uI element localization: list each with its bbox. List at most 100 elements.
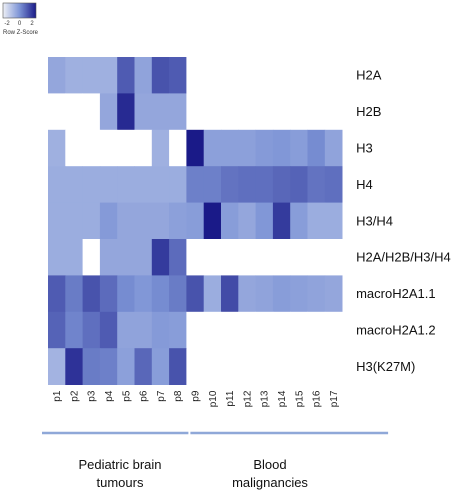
heatmap-cell bbox=[324, 166, 343, 203]
heatmap-cell bbox=[82, 129, 101, 167]
color-key-tick-mid: 0 bbox=[18, 21, 22, 27]
heatmap-cell bbox=[99, 93, 118, 131]
heatmap-cell bbox=[186, 275, 205, 313]
column-label: p2 bbox=[69, 390, 80, 402]
heatmap-cell bbox=[203, 129, 222, 167]
heatmap-cell bbox=[151, 93, 170, 131]
heatmap-cell bbox=[238, 348, 256, 385]
heatmap-cell bbox=[307, 166, 326, 203]
row-labels: H2A H2B H3 H4 H3/H4 H2A/H2B/H3/H4 macroH2A1.1 m… bbox=[356, 68, 451, 374]
heatmap-cell bbox=[151, 57, 170, 94]
heatmap-cell bbox=[117, 57, 135, 94]
row-label: H3(K27M) bbox=[356, 359, 415, 374]
heatmap-cell bbox=[203, 275, 222, 313]
heatmap-cell bbox=[117, 129, 135, 167]
heatmap-cell bbox=[272, 239, 291, 276]
group-label-pediatric-brain-tumours: Pediatric brain tumours bbox=[40, 456, 200, 492]
heatmap-cell bbox=[99, 129, 118, 167]
row-label: H3/H4 bbox=[356, 213, 393, 228]
heatmap-cell bbox=[65, 311, 83, 349]
heatmap-cell bbox=[186, 166, 205, 203]
heatmap-cell bbox=[272, 166, 291, 203]
heatmap-cell bbox=[134, 202, 153, 240]
heatmap-cell bbox=[307, 311, 326, 349]
heatmap-cell bbox=[48, 93, 66, 131]
row-label: H2B bbox=[356, 104, 381, 119]
heatmap-cell bbox=[324, 93, 343, 131]
heatmap-cell bbox=[169, 275, 187, 313]
color-key: -2 0 2 Row Z-Score bbox=[2, 2, 39, 36]
heatmap-cell bbox=[134, 348, 153, 385]
heatmap-cell bbox=[48, 166, 66, 203]
heatmap-cell bbox=[203, 239, 222, 276]
heatmap-cell bbox=[65, 348, 83, 385]
heatmap-cell bbox=[272, 348, 291, 385]
heatmap-cell bbox=[99, 202, 118, 240]
heatmap-cell bbox=[272, 311, 291, 349]
heatmap-cell bbox=[117, 93, 135, 131]
heatmap-cell bbox=[203, 311, 222, 349]
heatmap-cell bbox=[238, 311, 256, 349]
heatmap-cells bbox=[48, 57, 343, 385]
heatmap-cell bbox=[307, 239, 326, 276]
heatmap-cell bbox=[290, 311, 308, 349]
color-key-tick-high: 2 bbox=[30, 21, 34, 27]
heatmap-cell bbox=[290, 129, 308, 167]
heatmap-cell bbox=[186, 239, 205, 276]
column-label: p1 bbox=[52, 390, 63, 402]
heatmap-cell bbox=[169, 129, 187, 167]
heatmap-cell bbox=[203, 57, 222, 94]
heatmap-cell bbox=[169, 202, 187, 240]
heatmap-cell bbox=[48, 275, 66, 313]
heatmap-cell bbox=[203, 202, 222, 240]
heatmap-cell bbox=[99, 311, 118, 349]
heatmap-cell bbox=[221, 129, 239, 167]
heatmap-cell bbox=[151, 202, 170, 240]
heatmap-cell bbox=[272, 202, 291, 240]
heatmap-cell bbox=[169, 57, 187, 94]
group-label-line: tumours bbox=[96, 475, 144, 490]
heatmap-cell bbox=[221, 202, 239, 240]
heatmap-cell bbox=[221, 275, 239, 313]
color-key-gradient bbox=[2, 2, 37, 19]
heatmap-cell bbox=[151, 239, 170, 276]
heatmap-cell bbox=[99, 166, 118, 203]
heatmap-cell bbox=[117, 348, 135, 385]
heatmap-cell bbox=[151, 129, 170, 167]
heatmap-cell bbox=[221, 239, 239, 276]
heatmap-cell bbox=[255, 311, 274, 349]
heatmap-cell bbox=[82, 166, 101, 203]
heatmap-cell bbox=[324, 202, 343, 240]
heatmap-cell bbox=[238, 57, 256, 94]
heatmap-cell bbox=[221, 93, 239, 131]
heatmap-cell bbox=[255, 166, 274, 203]
heatmap-cell bbox=[186, 57, 205, 94]
color-key-title: Row Z-Score bbox=[3, 30, 39, 36]
heatmap-cell bbox=[255, 202, 274, 240]
heatmap-cell bbox=[99, 348, 118, 385]
heatmap-cell bbox=[65, 275, 83, 313]
heatmap-cell bbox=[307, 93, 326, 131]
heatmap-cell bbox=[324, 239, 343, 276]
heatmap-cell bbox=[307, 129, 326, 167]
heatmap-cell bbox=[151, 348, 170, 385]
row-label: macroH2A1.1 bbox=[356, 286, 435, 301]
heatmap-cell bbox=[82, 348, 101, 385]
heatmap-cell bbox=[238, 166, 256, 203]
heatmap-cell bbox=[290, 57, 308, 94]
heatmap-cell bbox=[221, 348, 239, 385]
heatmap-cell bbox=[48, 239, 66, 276]
heatmap-cell bbox=[82, 202, 101, 240]
heatmap-cell bbox=[255, 129, 274, 167]
column-label: p10 bbox=[208, 390, 219, 407]
column-label: p8 bbox=[173, 390, 184, 402]
column-label: p16 bbox=[312, 390, 323, 407]
row-label: H2A bbox=[356, 68, 382, 83]
heatmap-cell bbox=[65, 166, 83, 203]
heatmap-cell bbox=[65, 129, 83, 167]
heatmap-cell bbox=[221, 166, 239, 203]
heatmap-cell bbox=[134, 57, 153, 94]
heatmap-cell bbox=[134, 129, 153, 167]
heatmap-cell bbox=[238, 239, 256, 276]
